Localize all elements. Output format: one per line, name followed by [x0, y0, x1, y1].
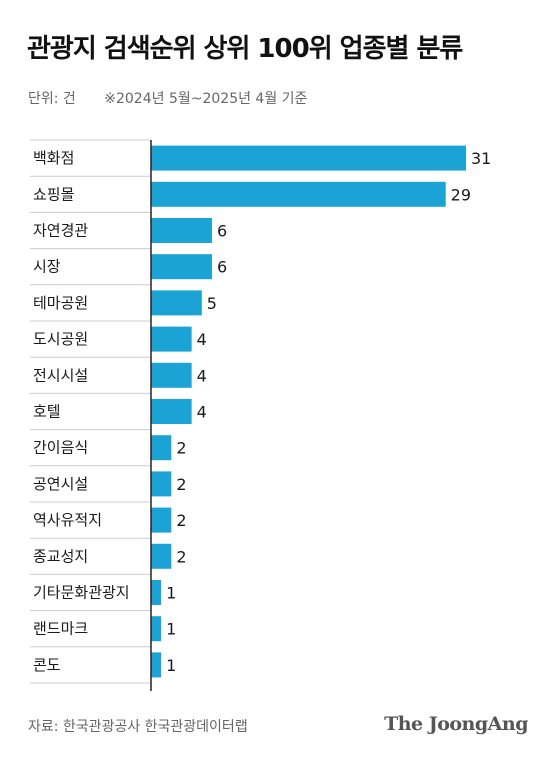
value-label: 6 — [217, 258, 227, 277]
bar — [151, 218, 212, 243]
source-note: 자료: 한국관광공사 한국관광데이터랩 — [28, 719, 248, 735]
value-label: 5 — [207, 294, 217, 313]
bar — [151, 399, 192, 424]
category-label: 콘도 — [33, 656, 61, 674]
bar — [151, 543, 172, 569]
bar — [151, 435, 172, 461]
category-label: 간이음식 — [33, 439, 88, 457]
value-label: 2 — [176, 547, 186, 566]
value-label: 2 — [176, 475, 186, 494]
category-label: 호텔 — [33, 403, 61, 421]
chart-meta: 단위: 건 ※2024년 5월~2025년 4월 기준 — [28, 88, 331, 108]
bar — [151, 507, 172, 533]
bar — [151, 254, 212, 280]
value-label: 2 — [176, 439, 186, 458]
category-label: 백화점 — [33, 149, 74, 167]
category-label: 공연시설 — [33, 475, 88, 493]
value-label: 2 — [176, 511, 186, 530]
category-label: 역사유적지 — [33, 511, 102, 529]
bar — [151, 652, 162, 678]
chart-title: 관광지 검색순위 상위 100위 업종별 분류 — [27, 34, 463, 64]
category-label: 자연경관 — [33, 222, 88, 240]
period-label: ※2024년 5월~2025년 4월 기준 — [104, 91, 308, 107]
category-label: 전시시설 — [33, 366, 88, 384]
bar — [151, 181, 446, 207]
bar — [151, 326, 192, 352]
bar — [151, 616, 162, 642]
bar — [151, 290, 202, 316]
bar — [151, 362, 192, 388]
value-label: 4 — [197, 330, 207, 349]
value-label: 1 — [166, 656, 176, 675]
bar — [151, 471, 172, 497]
value-label: 6 — [217, 222, 227, 241]
bar — [151, 145, 466, 171]
category-label: 도시공원 — [33, 330, 88, 348]
value-label: 4 — [197, 403, 207, 422]
value-label: 31 — [471, 149, 491, 168]
publisher-logo: The JoongAng — [384, 713, 528, 735]
category-label: 기타문화관광지 — [33, 584, 130, 602]
value-label: 1 — [166, 584, 176, 603]
category-label: 랜드마크 — [33, 620, 88, 638]
category-label: 쇼핑몰 — [33, 185, 74, 203]
category-label: 시장 — [33, 258, 61, 276]
value-label: 29 — [451, 185, 471, 204]
category-label: 테마공원 — [33, 294, 88, 312]
category-label: 종교성지 — [33, 547, 88, 565]
value-label: 4 — [197, 366, 207, 385]
value-label: 1 — [166, 620, 176, 639]
bar — [151, 580, 162, 605]
unit-label: 단위: 건 — [28, 91, 76, 107]
